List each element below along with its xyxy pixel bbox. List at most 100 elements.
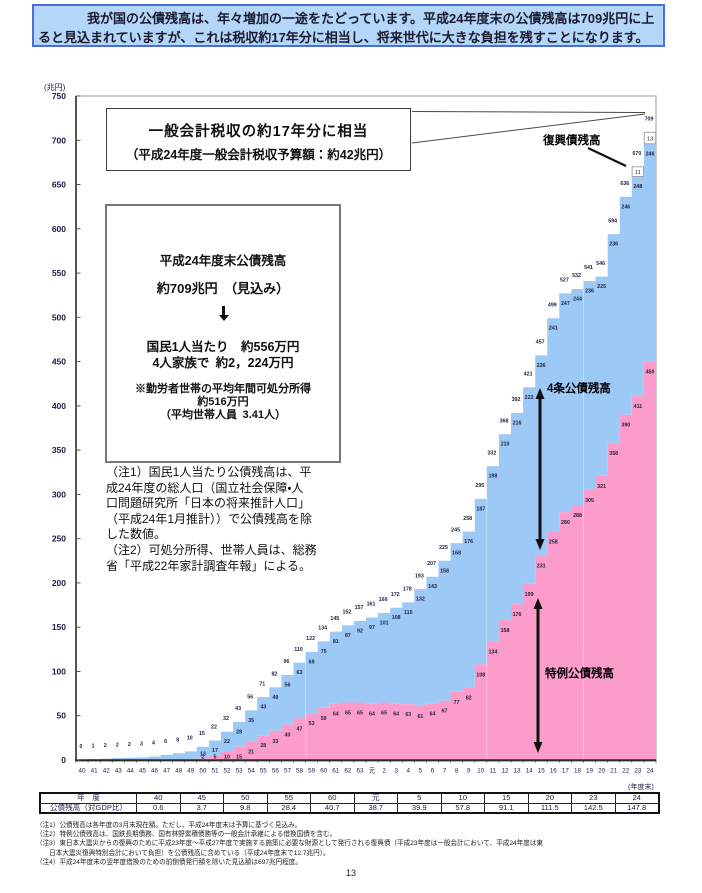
svg-text:527: 527 bbox=[560, 278, 569, 284]
svg-text:54: 54 bbox=[248, 768, 256, 775]
svg-text:56: 56 bbox=[285, 683, 291, 689]
svg-text:541: 541 bbox=[584, 265, 593, 271]
svg-text:450: 450 bbox=[646, 370, 655, 376]
svg-text:2: 2 bbox=[128, 742, 131, 748]
svg-text:9: 9 bbox=[467, 768, 471, 775]
svg-text:51: 51 bbox=[211, 768, 219, 775]
svg-text:225: 225 bbox=[597, 284, 606, 290]
svg-text:23: 23 bbox=[634, 768, 642, 775]
svg-text:132: 132 bbox=[416, 597, 425, 603]
svg-text:59: 59 bbox=[308, 768, 316, 775]
svg-text:22: 22 bbox=[224, 739, 230, 745]
svg-text:108: 108 bbox=[476, 672, 485, 678]
svg-text:53: 53 bbox=[309, 721, 315, 727]
svg-text:10: 10 bbox=[224, 755, 230, 761]
svg-text:100: 100 bbox=[52, 667, 66, 677]
svg-text:44: 44 bbox=[127, 768, 135, 775]
svg-text:1: 1 bbox=[92, 743, 95, 749]
svg-text:52: 52 bbox=[223, 768, 231, 775]
svg-text:15: 15 bbox=[199, 731, 205, 737]
svg-text:3: 3 bbox=[394, 768, 398, 775]
svg-text:700: 700 bbox=[52, 135, 66, 145]
svg-text:13: 13 bbox=[647, 136, 653, 142]
svg-text:24: 24 bbox=[646, 768, 654, 775]
svg-text:15: 15 bbox=[236, 755, 242, 761]
svg-text:64: 64 bbox=[333, 711, 339, 717]
svg-text:332: 332 bbox=[487, 450, 496, 456]
svg-text:47: 47 bbox=[163, 768, 171, 775]
svg-text:50: 50 bbox=[57, 711, 67, 721]
svg-text:248: 248 bbox=[633, 184, 642, 190]
svg-text:594: 594 bbox=[608, 218, 617, 224]
svg-text:258: 258 bbox=[463, 516, 472, 522]
svg-text:650: 650 bbox=[52, 180, 66, 190]
svg-text:231: 231 bbox=[537, 564, 546, 570]
svg-text:復興債残高: 復興債残高 bbox=[542, 133, 601, 147]
svg-text:7: 7 bbox=[443, 768, 447, 775]
svg-text:225: 225 bbox=[439, 545, 448, 551]
svg-text:457: 457 bbox=[536, 340, 545, 346]
svg-text:81: 81 bbox=[333, 639, 339, 645]
svg-text:207: 207 bbox=[427, 561, 436, 567]
svg-text:199: 199 bbox=[525, 592, 534, 598]
svg-text:8: 8 bbox=[455, 768, 459, 775]
svg-text:241: 241 bbox=[549, 326, 558, 332]
svg-text:35: 35 bbox=[248, 718, 254, 724]
svg-text:58: 58 bbox=[296, 768, 304, 775]
svg-text:2: 2 bbox=[104, 743, 107, 749]
svg-text:250: 250 bbox=[52, 534, 66, 544]
svg-text:709: 709 bbox=[645, 117, 654, 123]
svg-text:42: 42 bbox=[103, 768, 111, 775]
svg-text:46: 46 bbox=[151, 768, 159, 775]
svg-text:368: 368 bbox=[500, 418, 509, 424]
svg-text:176: 176 bbox=[464, 539, 473, 545]
svg-text:63: 63 bbox=[356, 768, 364, 775]
svg-text:(兆円): (兆円) bbox=[44, 82, 66, 92]
svg-text:19: 19 bbox=[586, 768, 594, 775]
svg-text:2: 2 bbox=[116, 742, 119, 748]
svg-text:122: 122 bbox=[306, 636, 315, 642]
svg-text:198: 198 bbox=[488, 474, 497, 480]
svg-text:21: 21 bbox=[610, 768, 618, 775]
svg-text:101: 101 bbox=[380, 621, 389, 627]
svg-text:158: 158 bbox=[440, 568, 449, 574]
svg-text:22: 22 bbox=[211, 725, 217, 731]
svg-text:108: 108 bbox=[392, 615, 401, 621]
svg-text:295: 295 bbox=[475, 483, 484, 489]
svg-text:280: 280 bbox=[561, 520, 570, 526]
svg-text:216: 216 bbox=[513, 420, 522, 426]
svg-text:187: 187 bbox=[476, 506, 485, 512]
svg-text:305: 305 bbox=[585, 498, 594, 504]
svg-text:56: 56 bbox=[272, 768, 280, 775]
svg-text:17: 17 bbox=[212, 748, 218, 754]
svg-text:63: 63 bbox=[297, 670, 303, 676]
svg-text:245: 245 bbox=[451, 527, 460, 533]
svg-text:87: 87 bbox=[345, 633, 351, 639]
svg-text:10: 10 bbox=[477, 768, 485, 775]
svg-text:392: 392 bbox=[512, 397, 521, 403]
svg-text:134: 134 bbox=[488, 649, 497, 655]
svg-text:60: 60 bbox=[320, 768, 328, 775]
svg-text:65: 65 bbox=[357, 711, 363, 717]
svg-text:350: 350 bbox=[52, 445, 66, 455]
svg-text:222: 222 bbox=[525, 395, 534, 401]
svg-text:5: 5 bbox=[419, 768, 423, 775]
svg-text:6: 6 bbox=[431, 768, 435, 775]
svg-text:246: 246 bbox=[621, 204, 630, 210]
svg-text:157: 157 bbox=[355, 605, 364, 611]
svg-text:636: 636 bbox=[620, 181, 629, 187]
svg-text:11: 11 bbox=[490, 768, 497, 775]
svg-text:48: 48 bbox=[175, 768, 183, 775]
svg-text:65: 65 bbox=[381, 711, 387, 717]
svg-text:22: 22 bbox=[622, 768, 630, 775]
svg-text:143: 143 bbox=[428, 584, 437, 590]
svg-text:50: 50 bbox=[199, 768, 207, 775]
svg-text:57: 57 bbox=[284, 768, 292, 775]
svg-text:421: 421 bbox=[524, 372, 533, 378]
svg-text:2: 2 bbox=[382, 768, 386, 775]
svg-text:411: 411 bbox=[634, 404, 643, 410]
svg-text:161: 161 bbox=[367, 602, 376, 608]
svg-text:71: 71 bbox=[259, 681, 265, 687]
svg-text:43: 43 bbox=[260, 705, 266, 711]
svg-text:67: 67 bbox=[442, 709, 448, 715]
